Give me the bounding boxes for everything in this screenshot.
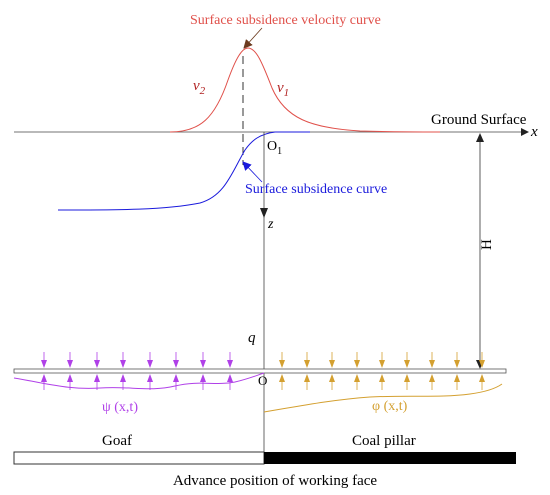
origin-top-label: O1	[267, 139, 282, 157]
psi-arrow-up-head	[94, 374, 100, 382]
psi-arrow-down-head	[227, 360, 233, 368]
phi-arrow-down-head	[454, 360, 460, 368]
phi-arrow-up-head	[404, 374, 410, 382]
goaf-load-arrows	[41, 352, 233, 390]
v1-main: v	[277, 80, 284, 96]
origin-top-sub: 1	[277, 146, 282, 157]
phi-arrow-down-head	[404, 360, 410, 368]
psi-arrow-down-head	[147, 360, 153, 368]
psi-arrow-down-head	[200, 360, 206, 368]
caption: Advance position of working face	[173, 473, 377, 489]
load-label: q	[248, 330, 256, 346]
coal-pillar-block	[264, 452, 516, 464]
phi-arrow-up-head	[354, 374, 360, 382]
psi-arrow-up-head	[120, 374, 126, 382]
psi-arrow-up-head	[227, 374, 233, 382]
coal-pillar-label: Coal pillar	[352, 433, 416, 449]
psi-arrow-up-head	[173, 374, 179, 382]
v1-sub: 1	[284, 87, 290, 99]
phi-arrow-down-head	[429, 360, 435, 368]
psi-arrow-up-head	[67, 374, 73, 382]
phi-arrow-up-head	[304, 374, 310, 382]
phi-arrow-down-head	[354, 360, 360, 368]
phi-arrow-down-head	[479, 360, 485, 368]
subsidence-label-pointer	[242, 161, 263, 183]
phi-arrow-down-head	[279, 360, 285, 368]
v2-main: v	[193, 78, 200, 94]
phi-arrow-up-head	[429, 374, 435, 382]
psi-label: ψ (x,t)	[102, 400, 138, 415]
z-axis-label: z	[267, 217, 274, 232]
subsidence-curve-label: Surface subsidence curve	[245, 182, 387, 197]
phi-arrow-up-head	[279, 374, 285, 382]
psi-arrow-up-head	[200, 374, 206, 382]
depth-label: H	[479, 239, 495, 250]
phi-arrow-up-head	[479, 374, 485, 382]
ground-surface-label: Ground Surface	[431, 112, 527, 128]
origin-top-main: O	[267, 139, 277, 154]
coal-seam-band	[13, 368, 507, 374]
phi-arrow-up-head	[379, 374, 385, 382]
phi-label: φ (x,t)	[372, 399, 408, 414]
psi-arrow-down-head	[173, 360, 179, 368]
v2-sub: 2	[200, 85, 206, 97]
psi-arrow-down-head	[41, 360, 47, 368]
psi-arrow-down-head	[120, 360, 126, 368]
phi-curve	[263, 383, 503, 413]
x-axis-label: x	[530, 124, 538, 140]
psi-curve	[13, 372, 265, 390]
pillar-load-arrows	[279, 352, 485, 390]
phi-arrow-down-head	[379, 360, 385, 368]
phi-arrow-down-head	[304, 360, 310, 368]
v1-label: v1	[277, 80, 289, 99]
psi-arrow-up-head	[41, 374, 47, 382]
phi-arrow-up-head	[329, 374, 335, 382]
depth-arrow-top	[476, 133, 484, 142]
z-axis-arrow	[260, 208, 268, 218]
velocity-label-pointer	[243, 27, 263, 49]
v2-label: v2	[193, 78, 206, 97]
psi-arrow-down-head	[67, 360, 73, 368]
phi-arrow-up-head	[454, 374, 460, 382]
goaf-block	[13, 451, 265, 465]
subsidence-curve	[57, 131, 310, 211]
psi-arrow-down-head	[94, 360, 100, 368]
origin-bottom-label: O	[258, 373, 267, 388]
velocity-curve-label: Surface subsidence velocity curve	[190, 13, 381, 28]
velocity-curve	[169, 47, 441, 133]
phi-arrow-down-head	[329, 360, 335, 368]
psi-arrow-up-head	[147, 374, 153, 382]
goaf-label: Goaf	[102, 433, 132, 449]
